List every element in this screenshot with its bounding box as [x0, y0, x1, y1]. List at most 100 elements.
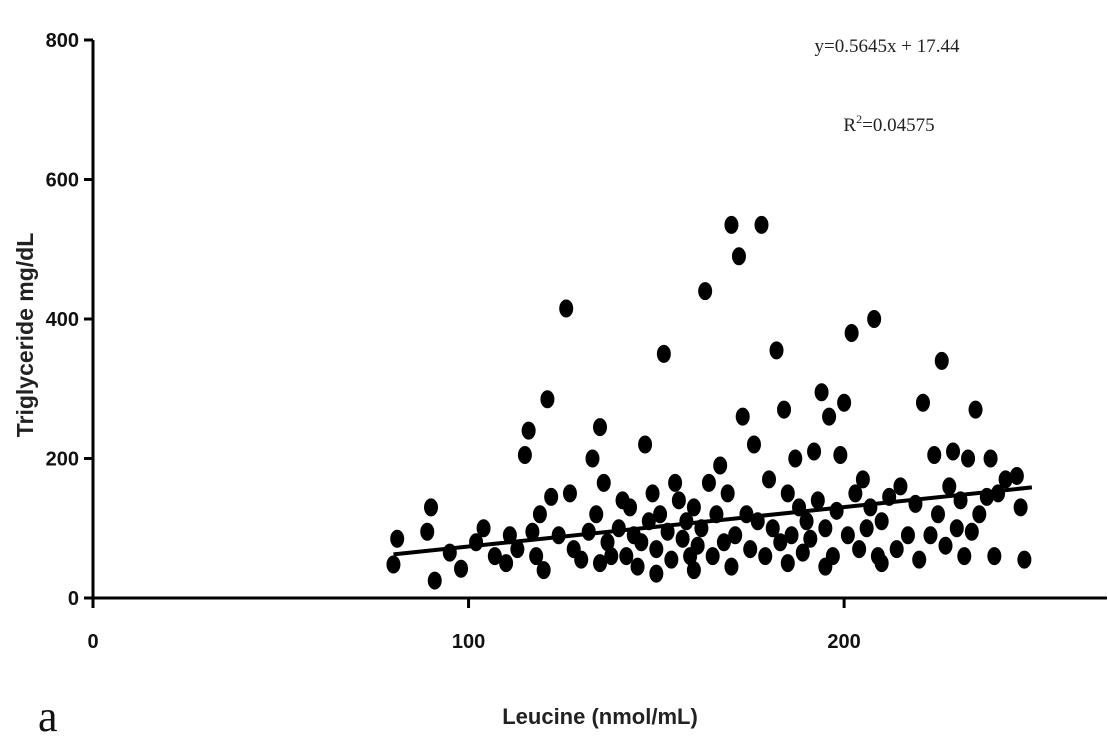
data-point — [529, 547, 544, 566]
data-point — [701, 473, 716, 492]
data-point — [649, 540, 664, 559]
data-point — [803, 529, 818, 548]
data-point — [675, 529, 690, 548]
data-point — [765, 519, 780, 538]
data-point — [427, 571, 442, 590]
data-point — [521, 421, 536, 440]
data-point — [664, 550, 679, 569]
data-point — [874, 554, 889, 573]
data-point — [946, 442, 961, 461]
data-point — [619, 547, 634, 566]
data-point — [957, 547, 972, 566]
data-point — [964, 522, 979, 541]
data-point — [754, 215, 769, 234]
data-point — [630, 557, 645, 576]
r-squared-label: R2=0.04575 — [843, 112, 934, 136]
y-tick-label: 0 — [68, 588, 79, 610]
data-point — [942, 477, 957, 496]
data-point — [536, 561, 551, 580]
data-point — [424, 498, 438, 517]
data-point — [1009, 466, 1024, 485]
y-tick-label: 200 — [46, 449, 79, 471]
data-point — [807, 442, 822, 461]
data-point — [931, 505, 945, 524]
data-point — [656, 344, 671, 363]
data-point — [686, 561, 701, 580]
data-point — [784, 526, 799, 545]
data-point — [818, 557, 833, 576]
data-point — [574, 550, 589, 569]
data-point — [780, 484, 795, 503]
y-axis-title: Triglyceride mg/dL — [12, 233, 38, 438]
data-point — [653, 505, 668, 524]
data-point — [604, 547, 619, 566]
data-point — [799, 512, 814, 531]
r-squared-superscript: 2 — [856, 112, 862, 126]
data-point — [705, 547, 720, 566]
data-point — [746, 435, 761, 454]
data-point — [777, 400, 792, 419]
data-point — [927, 446, 942, 465]
data-point — [686, 498, 701, 517]
data-point — [961, 449, 976, 468]
r-squared-symbol: R — [843, 115, 856, 136]
data-point — [889, 540, 904, 559]
data-point — [743, 540, 758, 559]
data-point — [762, 470, 776, 489]
data-point — [600, 533, 615, 552]
data-point — [848, 484, 863, 503]
y-tick-label: 400 — [46, 309, 79, 331]
data-point — [585, 449, 600, 468]
data-point — [852, 540, 867, 559]
x-tick-label: 0 — [87, 631, 98, 653]
data-point — [596, 473, 611, 492]
data-point — [863, 498, 878, 517]
y-tick-label: 600 — [46, 170, 79, 192]
data-point — [968, 400, 983, 419]
data-point — [638, 435, 653, 454]
data-point — [593, 418, 607, 437]
x-axis-ticks: 0 100 200 — [87, 598, 861, 653]
data-point — [517, 446, 532, 465]
data-point — [900, 526, 915, 545]
data-point — [724, 215, 739, 234]
regression-equation: y=0.5645x + 17.44 — [815, 36, 960, 57]
data-point — [867, 310, 882, 328]
regression-line — [393, 485, 1033, 557]
data-point — [562, 484, 577, 503]
data-point — [840, 526, 855, 545]
data-point — [769, 341, 784, 360]
data-point — [499, 554, 514, 573]
data-point — [454, 559, 469, 578]
data-point — [874, 512, 889, 531]
x-tick-label: 200 — [827, 631, 860, 653]
data-point — [814, 383, 829, 402]
data-point — [1013, 498, 1028, 517]
data-point — [1017, 550, 1032, 569]
y-axis-ticks: 0 200 400 600 800 — [46, 30, 93, 610]
data-points — [386, 215, 1032, 590]
data-point — [502, 526, 517, 545]
data-point — [690, 536, 705, 555]
data-point — [698, 282, 713, 301]
data-point — [386, 555, 401, 574]
data-point — [987, 547, 1002, 566]
data-point — [668, 473, 683, 492]
data-point — [912, 550, 927, 569]
data-point — [420, 522, 435, 541]
data-point — [390, 529, 405, 548]
data-point — [949, 519, 964, 538]
data-point — [532, 505, 547, 524]
data-point — [859, 519, 874, 538]
data-point — [634, 533, 649, 552]
data-point — [735, 407, 750, 426]
data-point — [972, 505, 987, 524]
data-point — [983, 449, 998, 468]
data-point — [829, 501, 844, 520]
data-point — [525, 522, 540, 541]
data-point — [795, 543, 810, 562]
data-point — [476, 519, 491, 538]
data-point — [589, 505, 604, 524]
data-point — [540, 390, 555, 409]
